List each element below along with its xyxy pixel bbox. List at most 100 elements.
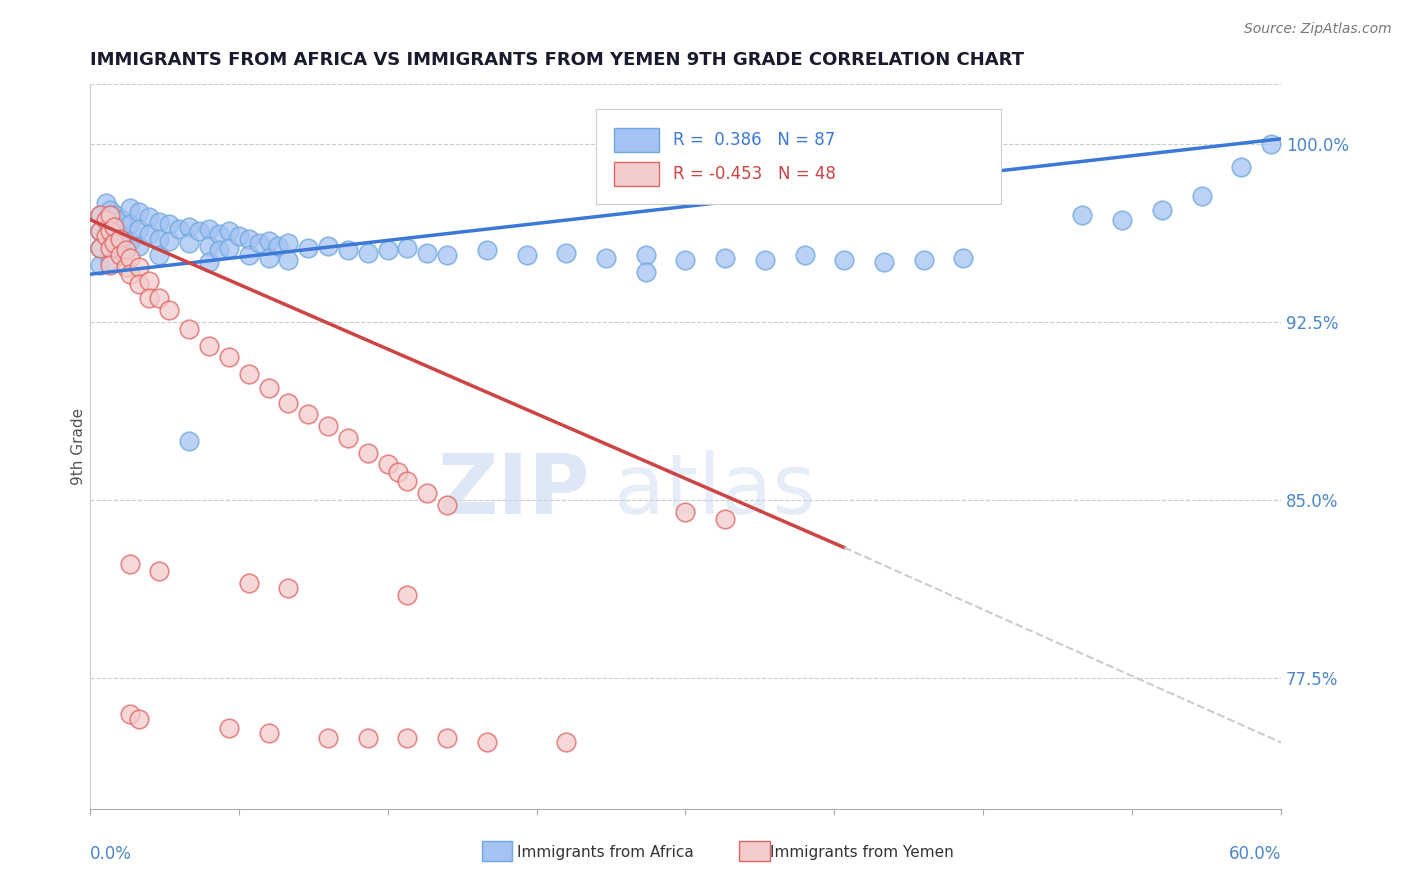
FancyBboxPatch shape [614,128,659,152]
Text: Source: ZipAtlas.com: Source: ZipAtlas.com [1244,22,1392,37]
Point [89,225,111,239]
Point [436,248,458,262]
Point [118,234,141,248]
Point [297,408,319,422]
Point [416,486,439,500]
FancyBboxPatch shape [596,110,1001,203]
Point [267,238,290,252]
Point [475,244,498,258]
Point [89,241,111,255]
Point [257,381,280,395]
Point [336,431,359,445]
Point [98,236,121,251]
Point [238,248,260,262]
Point [277,395,299,409]
Point [103,219,125,234]
Point [357,445,380,459]
Point [714,512,737,526]
Point [98,258,121,272]
Point [595,251,617,265]
Point [218,225,240,239]
Point [1230,161,1253,175]
Point [277,252,299,267]
Text: ZIP: ZIP [437,450,591,531]
Point [118,201,141,215]
Point [198,338,221,352]
Point [94,196,117,211]
Point [555,245,578,260]
Point [416,245,439,260]
Point [118,218,141,232]
Point [148,231,170,245]
Point [387,465,409,479]
FancyBboxPatch shape [481,841,512,861]
Point [138,227,160,241]
Point [128,260,150,274]
Text: 0.0%: 0.0% [90,845,132,863]
Point [94,212,117,227]
Point [1071,208,1094,222]
Point [1150,203,1173,218]
Point [357,731,380,745]
Point [110,229,132,244]
FancyBboxPatch shape [614,162,659,186]
Point [179,219,201,234]
Point [98,225,121,239]
Point [257,726,280,740]
Point [238,576,260,591]
Y-axis label: 9th Grade: 9th Grade [72,408,86,485]
Point [793,248,815,262]
Point [108,248,131,262]
Point [257,251,280,265]
Point [1191,189,1213,203]
Text: 60.0%: 60.0% [1229,845,1281,863]
Point [357,245,380,260]
Text: Immigrants from Africa: Immigrants from Africa [516,845,693,860]
Point [436,498,458,512]
Point [873,255,896,269]
Point [94,229,117,244]
Point [754,252,776,267]
Point [238,367,260,381]
Point [257,234,280,248]
Text: IMMIGRANTS FROM AFRICA VS IMMIGRANTS FROM YEMEN 9TH GRADE CORRELATION CHART: IMMIGRANTS FROM AFRICA VS IMMIGRANTS FRO… [90,51,1024,69]
Point [188,225,211,239]
Point [148,565,170,579]
Point [316,238,339,252]
Point [396,731,419,745]
Point [148,291,170,305]
Point [179,434,201,448]
Point [108,231,131,245]
Point [396,588,419,602]
Point [316,419,339,434]
Point [128,205,150,219]
Point [336,244,359,258]
Point [98,252,121,267]
Point [179,322,201,336]
Point [555,735,578,749]
Point [157,302,180,317]
Point [98,203,121,218]
Point [436,731,458,745]
Point [228,229,250,244]
Point [832,252,855,267]
Point [89,241,111,255]
Point [94,229,117,244]
Point [198,238,221,252]
Text: R = -0.453   N = 48: R = -0.453 N = 48 [673,165,837,183]
Point [167,222,190,236]
Point [89,225,111,239]
Point [634,248,657,262]
Text: atlas: atlas [614,450,815,531]
Point [118,267,141,281]
Point [297,241,319,255]
Point [89,208,111,222]
Point [714,251,737,265]
Point [634,265,657,279]
Point [104,208,127,222]
Point [673,505,696,519]
Point [316,731,339,745]
Point [238,231,260,245]
Point [138,274,160,288]
Point [98,241,121,255]
